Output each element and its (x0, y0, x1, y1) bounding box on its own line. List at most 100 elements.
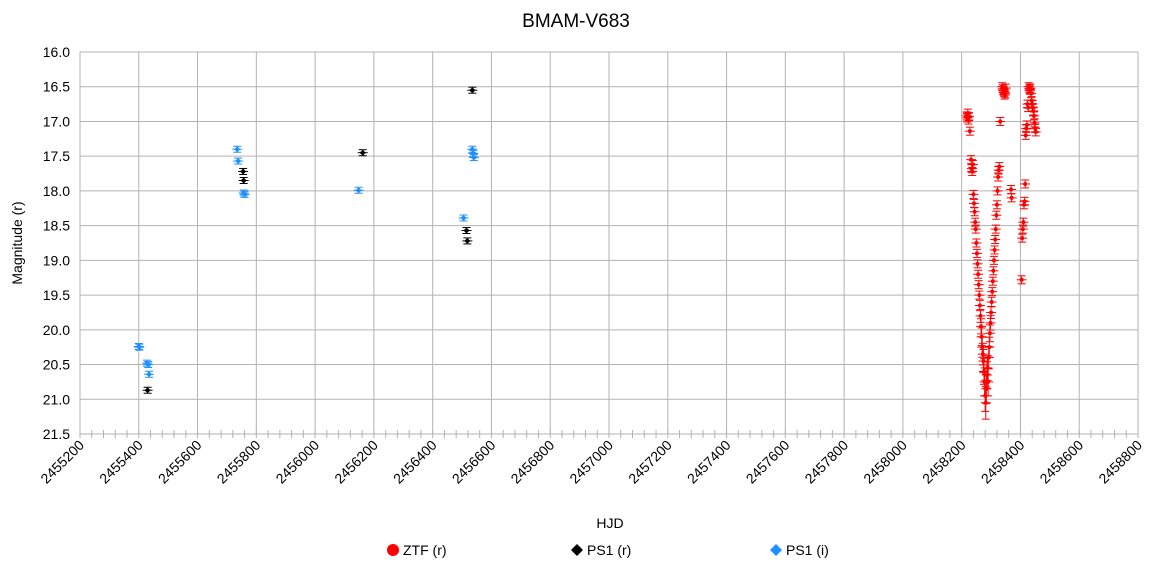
ztf-r-point (1028, 111, 1039, 121)
ztf-r-point (966, 155, 977, 165)
ztf-r-point (990, 224, 1001, 234)
legend-swatch (571, 544, 583, 556)
ps1-i-point (239, 190, 250, 198)
ztf-r-point (986, 305, 997, 319)
chart-title: BMAM-V683 (522, 11, 630, 32)
ps1-i-point (143, 361, 154, 369)
ps1-i-point (134, 343, 145, 351)
ztf-r-point (992, 186, 1003, 196)
ztf-r-point (967, 166, 978, 176)
y-tick-label: 16.0 (43, 44, 70, 60)
y-tick-label: 16.5 (43, 79, 70, 95)
y-tick-label: 17.0 (43, 113, 70, 129)
x-tick-label: 2458200 (919, 437, 969, 487)
legend-swatch (387, 544, 399, 556)
ztf-r-point (974, 299, 985, 312)
ztf-r-point (971, 248, 982, 258)
ztf-r-point (987, 287, 998, 297)
x-tick-label: 2455200 (37, 437, 87, 487)
ps1-r-point (357, 149, 368, 157)
ztf-r-point (975, 309, 986, 323)
x-tick-label: 2457200 (625, 437, 675, 487)
legend-label: PS1 (r) (587, 542, 631, 558)
x-tick-label: 2457600 (743, 437, 793, 487)
ps1-r-point (462, 237, 473, 245)
ztf-r-point (974, 290, 985, 300)
ztf-r-point (1006, 193, 1017, 203)
y-tick-label: 19.0 (43, 252, 70, 268)
ztf-r-point (968, 189, 979, 199)
ztf-r-point (1000, 83, 1011, 93)
ps1-i-point (233, 157, 244, 165)
y-tick-label: 21.0 (43, 391, 70, 407)
x-axis-ticks: 2455200 2455400 2455600 2455800 2456000 24562… (37, 430, 1145, 487)
x-axis-label: HJD (596, 515, 623, 531)
ztf-r-point (1020, 179, 1031, 189)
data-points (133, 82, 1041, 420)
ztf-r-point (990, 235, 1001, 245)
legend-label: PS1 (i) (786, 542, 829, 558)
y-axis-label: Magnitude (r) (9, 201, 25, 284)
ztf-r-point (985, 315, 996, 331)
ps1-r-point (238, 176, 249, 184)
x-tick-label: 2456600 (449, 437, 499, 487)
ztf-r-point (1028, 106, 1039, 116)
ztf-r-point (983, 367, 994, 397)
ps1-r-point (142, 386, 153, 394)
ps1-i-point (144, 370, 155, 378)
y-tick-label: 17.5 (43, 148, 70, 164)
ztf-r-point (972, 259, 983, 269)
legend-label: ZTF (r) (403, 542, 447, 558)
x-tick-label: 2455800 (214, 437, 264, 487)
ztf-r-point (973, 269, 984, 279)
ztf-r-point (1030, 127, 1041, 137)
ps1-r-point (467, 86, 478, 94)
x-tick-label: 2457000 (566, 437, 616, 487)
ps1-i-point (468, 154, 479, 162)
x-tick-label: 2456200 (331, 437, 381, 487)
x-tick-label: 2455400 (96, 437, 146, 487)
y-tick-label: 19.5 (43, 287, 70, 303)
ps1-r-point (461, 226, 472, 234)
x-tick-label: 2457800 (801, 437, 851, 487)
ztf-r-point (980, 385, 991, 420)
ztf-r-point (1017, 233, 1028, 243)
ztf-r-point (1006, 185, 1017, 195)
x-tick-label: 2456800 (507, 437, 557, 487)
ztf-r-point (1016, 275, 1027, 285)
ps1-i-point (458, 214, 469, 222)
ztf-r-point (989, 245, 1000, 255)
ztf-r-point (984, 324, 995, 343)
legend-item-ps1-i: PS1 (i) (770, 542, 829, 558)
x-tick-label: 2455600 (155, 437, 205, 487)
y-tick-label: 20.5 (43, 357, 70, 373)
chart-legend: ZTF (r) PS1 (r) PS1 (i) (387, 542, 829, 558)
ztf-r-point (970, 224, 981, 234)
ps1-i-point (232, 145, 243, 153)
ztf-r-point (969, 198, 980, 208)
ztf-r-point (964, 112, 975, 122)
ztf-r-point (973, 280, 984, 290)
ztf-r-point (994, 162, 1005, 172)
x-tick-label: 2456400 (390, 437, 440, 487)
ztf-r-point (991, 200, 1002, 210)
ztf-r-point (1019, 196, 1030, 206)
ztf-r-point (1000, 89, 1011, 99)
y-axis-ticks: 16.0 16.5 17.0 17.5 18.0 18.5 19.0 19.5 20.0 20.5… (43, 44, 70, 442)
legend-item-ps1-r: PS1 (r) (571, 542, 631, 558)
ztf-r-point (1018, 217, 1029, 227)
ztf-r-point (969, 207, 980, 217)
ztf-r-point (986, 296, 997, 308)
x-tick-label: 2458400 (978, 437, 1028, 487)
ztf-r-point (1021, 120, 1032, 130)
ztf-r-point (964, 126, 975, 136)
ztf-r-point (988, 255, 999, 265)
y-tick-label: 18.0 (43, 183, 70, 199)
ztf-r-point (988, 266, 999, 276)
ps1-i-point (353, 186, 364, 194)
legend-swatch (770, 544, 782, 556)
y-tick-label: 21.5 (43, 426, 70, 442)
ps1-r-point (238, 167, 249, 175)
legend-item-ztf-r: ZTF (r) (387, 542, 447, 558)
